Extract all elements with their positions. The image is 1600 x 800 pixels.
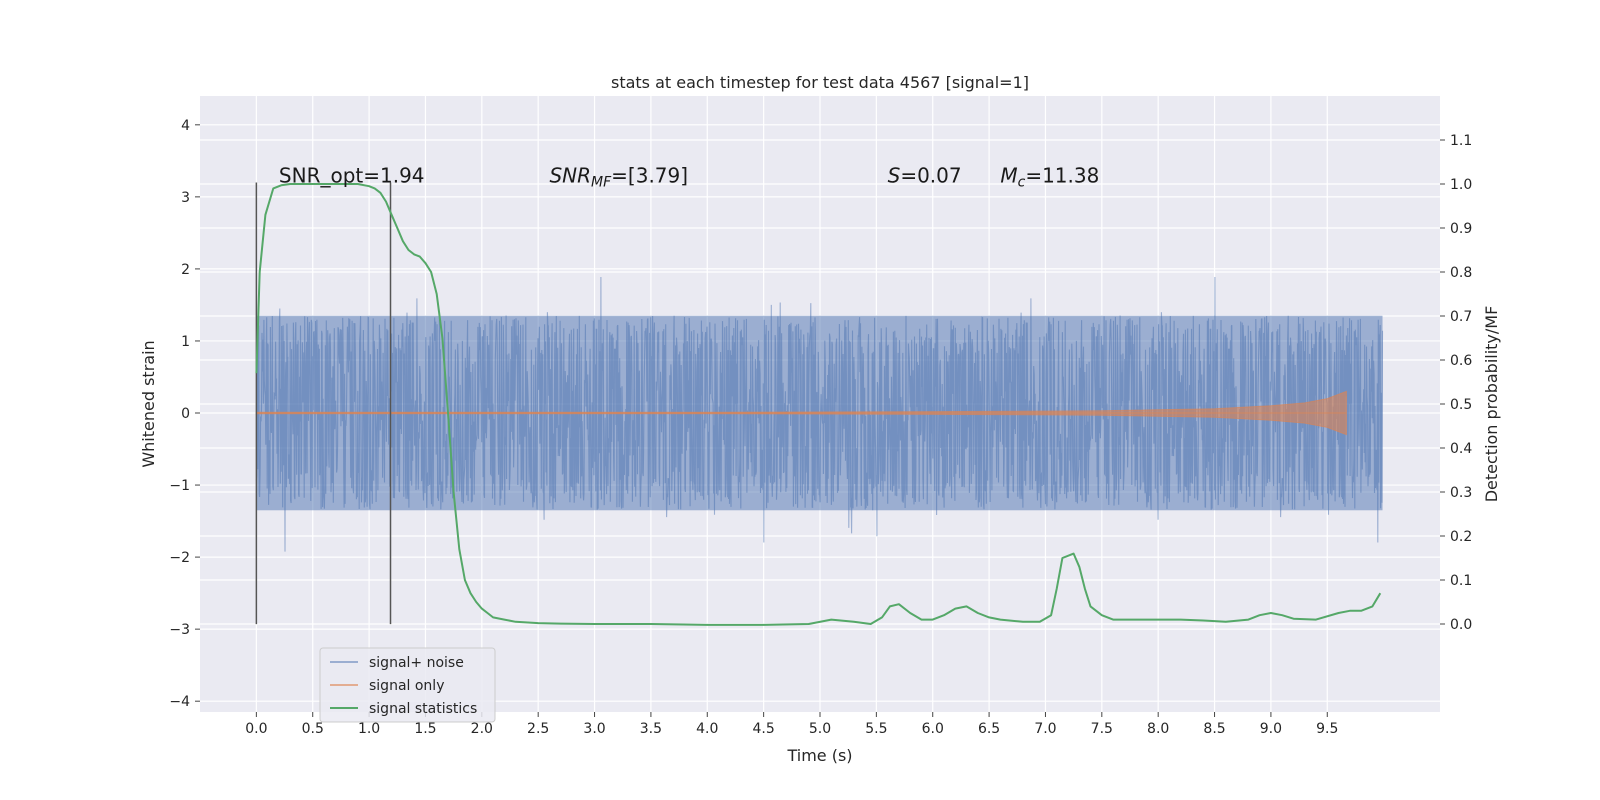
x-tick-label: 2.0 bbox=[471, 721, 493, 737]
y2-tick-label: 1.0 bbox=[1450, 177, 1472, 193]
x-tick-label: 7.0 bbox=[1034, 721, 1056, 737]
annotations: SNR_opt=1.94 SNRMF=[3.79] S=0.07 Mc=11.38 bbox=[279, 163, 1099, 190]
y2-tick-label: 0.4 bbox=[1450, 441, 1472, 457]
y2-tick-label: 0.5 bbox=[1450, 397, 1472, 413]
y-tick-label: 3 bbox=[181, 190, 190, 206]
x-tick-label: 9.0 bbox=[1260, 721, 1282, 737]
x-tick-label: 1.5 bbox=[414, 721, 436, 737]
annotation-text: Mc=11.38 bbox=[1000, 163, 1099, 190]
y2-tick-label: 0.2 bbox=[1450, 529, 1472, 545]
y2-tick-label: 1.1 bbox=[1450, 133, 1472, 149]
x-tick-label: 0.0 bbox=[245, 721, 267, 737]
y-tick-label: −4 bbox=[169, 694, 190, 710]
legend: signal+ noise signal only signal statist… bbox=[319, 647, 496, 723]
annotation-text: SNRMF=[3.79] bbox=[549, 163, 688, 190]
x-tick-label: 1.0 bbox=[358, 721, 380, 737]
y2-tick-label: 0.3 bbox=[1450, 485, 1472, 501]
y2-tick-label: 0.8 bbox=[1450, 265, 1472, 281]
x-axis-label: Time (s) bbox=[786, 746, 852, 765]
chart-title: stats at each timestep for test data 456… bbox=[611, 73, 1029, 92]
x-tick-label: 5.0 bbox=[809, 721, 831, 737]
series-signal-statistics bbox=[255, 183, 1382, 626]
y2-tick-label: 0.7 bbox=[1450, 309, 1472, 325]
x-tick-label: 8.5 bbox=[1203, 721, 1225, 737]
y2-tick-label: 0.6 bbox=[1450, 353, 1472, 369]
x-tick-label: 4.0 bbox=[696, 721, 718, 737]
y2-tick-label: 0.0 bbox=[1450, 617, 1472, 633]
legend-label-signal-noise: signal+ noise bbox=[369, 655, 464, 671]
y-tick-label: 4 bbox=[181, 118, 190, 134]
x-tick-label: 0.5 bbox=[302, 721, 324, 737]
legend-label-signal-statistics: signal statistics bbox=[369, 701, 477, 717]
x-tick-label: 6.5 bbox=[978, 721, 1000, 737]
x-tick-label: 3.0 bbox=[583, 721, 605, 737]
y-tick-label: 0 bbox=[181, 406, 190, 422]
y2-tick-label: 0.9 bbox=[1450, 221, 1472, 237]
x-tick-label: 4.5 bbox=[753, 721, 775, 737]
x-tick-label: 5.5 bbox=[865, 721, 887, 737]
signal-noise-line bbox=[255, 276, 1384, 552]
y2-tick-label: 0.1 bbox=[1450, 573, 1472, 589]
y-tick-label: 2 bbox=[181, 262, 190, 278]
y2-axis-label: Detection probability/MF bbox=[1482, 306, 1501, 503]
y-axis-label: Whitened strain bbox=[139, 340, 158, 467]
signal-statistics-line bbox=[255, 183, 1382, 626]
x-tick-label: 3.5 bbox=[640, 721, 662, 737]
tick-labels: 0.0 0.5 1.0 1.5 2.0 2.5 3.0 3.5 4.0 4.5 5.0 5.5 6.0 6… bbox=[169, 118, 1472, 737]
y-tick-label: −3 bbox=[169, 622, 190, 638]
x-tick-label: 6.0 bbox=[922, 721, 944, 737]
legend-label-signal-only: signal only bbox=[369, 678, 444, 694]
annotation-text: SNR_opt=1.94 bbox=[279, 163, 425, 187]
x-tick-label: 2.5 bbox=[527, 721, 549, 737]
legend-box bbox=[319, 647, 496, 723]
y-tick-label: −1 bbox=[169, 478, 190, 494]
series-signal-only bbox=[255, 390, 1347, 436]
vertical-lines bbox=[255, 182, 392, 625]
y-tick-label: 1 bbox=[181, 334, 190, 350]
annotation-text: S=0.07 bbox=[888, 163, 962, 187]
x-tick-label: 7.5 bbox=[1091, 721, 1113, 737]
x-tick-label: 9.5 bbox=[1316, 721, 1338, 737]
x-tick-label: 8.0 bbox=[1147, 721, 1169, 737]
y-tick-label: −2 bbox=[169, 550, 190, 566]
